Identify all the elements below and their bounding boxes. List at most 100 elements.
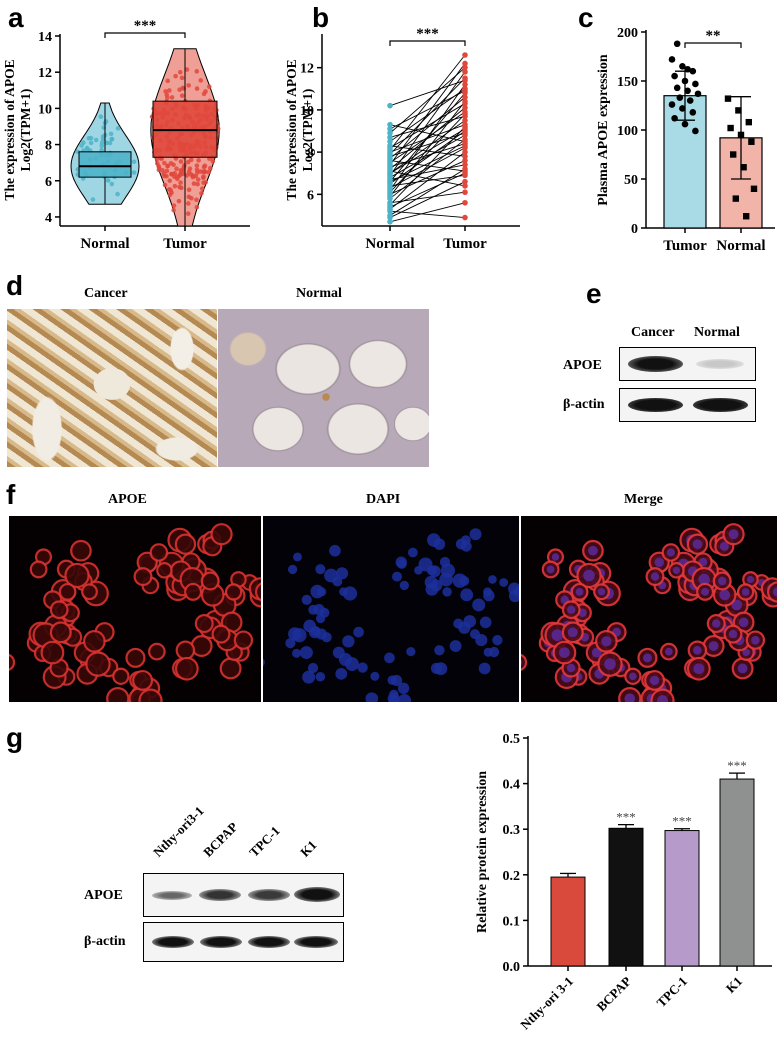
- pair-line: [389, 101, 466, 197]
- nucleus: [428, 565, 441, 578]
- nucleus: [521, 659, 523, 666]
- point-tumor: [173, 73, 178, 79]
- nucleus: [406, 646, 416, 657]
- nucleus: [701, 587, 710, 596]
- nucleus: [719, 541, 729, 551]
- nucleus: [654, 557, 664, 568]
- point-tumor: [177, 69, 183, 75]
- nucleus: [293, 552, 302, 562]
- point-normal: [99, 147, 104, 153]
- y-tick-label: 14: [38, 30, 52, 45]
- nucleus: [666, 548, 675, 557]
- point-tumor: [178, 159, 184, 164]
- point-tumor: [182, 163, 187, 168]
- cell: [138, 688, 163, 702]
- point-tumor: [462, 178, 468, 185]
- point-normal: [740, 164, 747, 171]
- nucleus: [397, 694, 412, 702]
- nucleus: [434, 662, 448, 676]
- point-tumor: [462, 104, 468, 111]
- nucleus: [692, 539, 703, 549]
- pair-line: [389, 124, 466, 142]
- nucleus: [324, 568, 338, 583]
- point-tumor: [462, 138, 468, 145]
- point-tumor: [462, 142, 468, 149]
- point-tumor: [681, 77, 689, 85]
- point-tumor: [462, 69, 468, 75]
- nucleus: [292, 628, 307, 643]
- point-normal: [115, 126, 121, 131]
- nucleus: [492, 634, 503, 646]
- nucleus: [329, 544, 341, 557]
- nucleus: [470, 629, 481, 640]
- point-tumor: [692, 127, 699, 135]
- significance-label: ***: [672, 814, 692, 829]
- point-normal: [732, 195, 739, 202]
- nucleus: [551, 629, 564, 642]
- point-tumor: [196, 158, 201, 163]
- point-tumor: [156, 164, 162, 169]
- if-merge-title: Merge: [624, 492, 663, 507]
- point-tumor: [172, 183, 178, 189]
- wb-g-apoe-band-4: [294, 887, 340, 902]
- point-tumor: [176, 198, 182, 204]
- if-dapi-image: [263, 516, 519, 702]
- cell: [200, 571, 220, 591]
- cell: [133, 567, 153, 587]
- panel-letter-e: e: [586, 278, 602, 309]
- point-normal: [103, 119, 109, 124]
- nucleus: [287, 564, 298, 575]
- point-tumor: [179, 75, 185, 81]
- ihc-cancer-image: [7, 309, 217, 467]
- nucleus: [308, 626, 321, 639]
- nucleus: [315, 564, 326, 575]
- cell: [255, 582, 261, 602]
- pair-line: [389, 115, 466, 138]
- y-axis-label-line1: The expression of APOE: [284, 59, 299, 200]
- point-tumor: [185, 201, 191, 206]
- nucleus: [657, 695, 669, 702]
- x-tick-label: Normal: [80, 236, 129, 252]
- nucleus: [551, 553, 560, 561]
- point-tumor: [198, 169, 203, 174]
- wb-e-normal-label: Normal: [694, 325, 740, 340]
- nucleus: [742, 648, 750, 657]
- nucleus: [434, 645, 445, 656]
- point-tumor: [689, 109, 697, 116]
- point-tumor: [462, 153, 468, 160]
- point-tumor: [462, 81, 468, 88]
- point-tumor: [175, 176, 180, 182]
- bar: [608, 827, 644, 967]
- point-tumor: [684, 65, 691, 73]
- wb-e-apoe-band-cancer: [628, 356, 683, 372]
- y-tick-label: 10: [38, 102, 52, 117]
- ihc-cancer-label: Cancer: [84, 286, 128, 301]
- nucleus: [397, 682, 410, 695]
- point-tumor: [462, 88, 468, 94]
- point-normal: [387, 170, 393, 177]
- nucleus: [728, 529, 739, 540]
- wb-g-apoe-band-3: [248, 889, 290, 901]
- point-tumor: [462, 60, 468, 67]
- point-normal: [387, 138, 393, 145]
- wb-g-actin-blot: [143, 922, 344, 962]
- point-tumor: [689, 67, 697, 75]
- point-normal: [115, 191, 120, 197]
- nucleus: [472, 598, 486, 612]
- point-tumor: [169, 95, 175, 100]
- pair-line: [389, 111, 466, 164]
- y-tick-label: 0.2: [503, 869, 521, 884]
- pair-line: [389, 160, 466, 172]
- wb-e-actin-blot: [619, 388, 756, 422]
- nucleus: [353, 626, 364, 638]
- point-tumor: [191, 181, 197, 186]
- y-tick-label: 0.0: [503, 960, 521, 975]
- point-tumor: [171, 207, 176, 213]
- point-tumor: [462, 113, 468, 120]
- point-tumor: [681, 120, 689, 128]
- nucleus: [693, 663, 705, 675]
- significance-label: ***: [616, 810, 636, 825]
- significance-bracket: [389, 40, 466, 46]
- wb-g-actin-band-1: [152, 936, 194, 948]
